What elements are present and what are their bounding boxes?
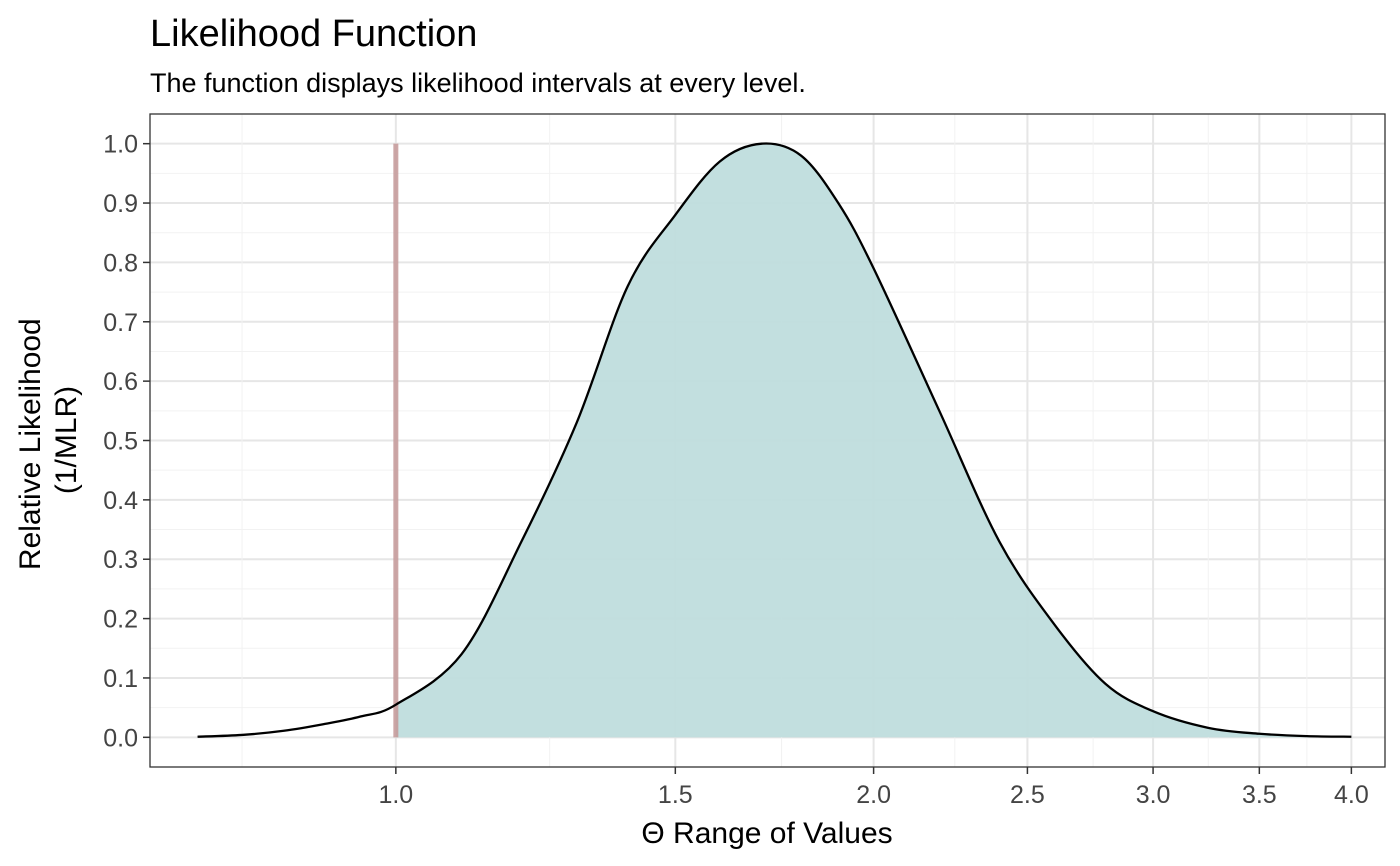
y-tick-label: 0.9 [103, 190, 138, 218]
chart-subtitle: The function displays likelihood interva… [150, 68, 806, 98]
x-axis-title: Θ Range of Values [641, 817, 892, 850]
y-tick-label: 0.1 [103, 665, 138, 693]
y-tick-label: 0.6 [103, 368, 138, 396]
likelihood-area [395, 143, 1352, 738]
y-tick-label: 0.8 [103, 249, 138, 277]
y-tick-label: 0.4 [103, 487, 138, 515]
y-axis-title-line-1: Relative Likelihood [14, 318, 47, 570]
y-tick-label: 0.5 [103, 428, 138, 456]
chart-title: Likelihood Function [150, 13, 477, 55]
y-axis-title: Relative Likelihood (1/MLR) [14, 310, 83, 570]
x-tick-label: 1.5 [658, 781, 693, 809]
x-tick-label: 2.5 [1010, 781, 1045, 809]
x-tick-label: 1.0 [378, 781, 413, 809]
likelihood-curve [197, 142, 1352, 738]
x-tick-label: 2.0 [856, 781, 891, 809]
y-tick-label: 1.0 [103, 131, 138, 159]
y-axis: 0.0 0.1 0.2 0.3 0.4 0.5 0.6 0.7 0.8 0.9 1.0 [103, 131, 150, 752]
y-tick-label: 0.0 [103, 724, 138, 752]
x-tick-label: 4.0 [1334, 781, 1369, 809]
y-tick-label: 0.3 [103, 546, 138, 574]
x-tick-label: 3.0 [1136, 781, 1171, 809]
y-axis-title-line-2: (1/MLR) [50, 386, 83, 494]
x-axis: 1.0 1.5 2.0 2.5 3.0 3.5 4.0 [378, 767, 1369, 809]
x-tick-label: 3.5 [1242, 781, 1277, 809]
y-tick-label: 0.2 [103, 606, 138, 634]
y-tick-label: 0.7 [103, 309, 138, 337]
